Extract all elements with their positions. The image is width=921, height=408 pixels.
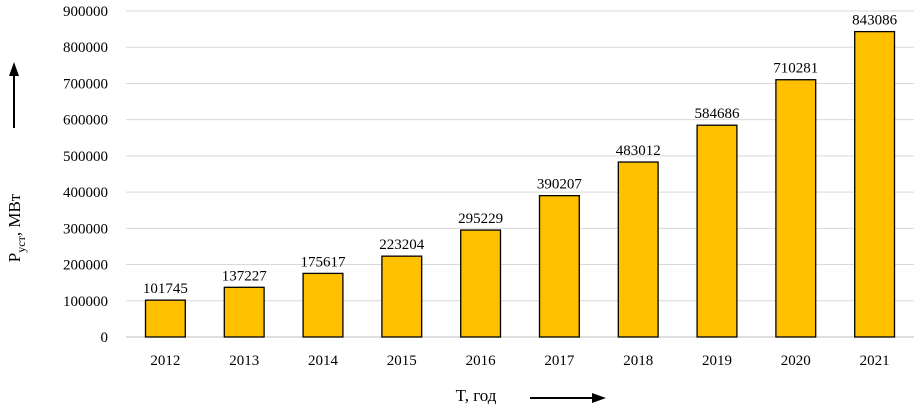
y-axis-title-prefix: P — [5, 253, 24, 262]
y-axis-tick-labels: 0 100000 200000 300000 400000 500000 600000 700… — [63, 4, 108, 346]
y-tick-label: 600000 — [63, 113, 108, 129]
y-axis-title: Pуст, МВт — [5, 193, 28, 262]
y-axis-arrow — [9, 62, 19, 128]
data-label: 584686 — [695, 106, 741, 122]
y-tick-label: 400000 — [63, 185, 108, 201]
x-tick-label: 2015 — [387, 353, 417, 369]
bar — [223, 286, 265, 338]
bar — [538, 195, 580, 338]
data-label: 223204 — [379, 237, 425, 253]
x-tick-label: 2016 — [466, 353, 497, 369]
x-tick-label: 2014 — [308, 353, 339, 369]
data-label: 483012 — [616, 143, 661, 159]
y-tick-label: 500000 — [63, 149, 108, 165]
bar — [696, 124, 738, 338]
x-tick-label: 2021 — [860, 353, 890, 369]
data-label: 843086 — [852, 13, 898, 29]
y-axis-title-subscript: уст — [14, 235, 28, 252]
bar — [144, 299, 186, 338]
y-tick-label: 800000 — [63, 40, 108, 56]
x-tick-label: 2012 — [150, 353, 180, 369]
y-tick-label: 700000 — [63, 76, 108, 92]
x-tick-label: 2017 — [544, 353, 575, 369]
bars — [144, 30, 896, 338]
x-tick-label: 2019 — [702, 353, 732, 369]
data-label: 710281 — [773, 61, 818, 77]
bar — [381, 255, 423, 338]
data-label: 175617 — [301, 254, 347, 270]
data-label: 295229 — [458, 211, 503, 227]
bar — [302, 272, 344, 338]
x-tick-label: 2013 — [229, 353, 259, 369]
x-tick-label: 2020 — [781, 353, 811, 369]
y-axis-title-suffix: , МВт — [5, 193, 24, 236]
bar — [775, 79, 817, 338]
x-axis-arrow — [530, 393, 606, 403]
y-tick-label: 200000 — [63, 258, 108, 274]
data-label: 101745 — [143, 281, 188, 297]
x-axis-tick-labels: 2012 2013 2014 2015 2016 2017 2018 2019 2020 2021 — [150, 353, 889, 369]
data-label: 137227 — [222, 268, 268, 284]
x-tick-label: 2018 — [623, 353, 653, 369]
y-tick-label: 100000 — [63, 294, 108, 310]
y-tick-label: 0 — [101, 330, 109, 346]
bar — [617, 161, 659, 338]
y-tick-label: 300000 — [63, 221, 108, 237]
data-label: 390207 — [537, 177, 583, 193]
bar — [460, 229, 502, 338]
bar — [854, 30, 896, 338]
y-tick-label: 900000 — [63, 4, 108, 20]
x-axis-title: T, год — [456, 386, 497, 405]
data-labels: 101745 137227 175617 223204 295229 390207 4830… — [143, 13, 898, 298]
